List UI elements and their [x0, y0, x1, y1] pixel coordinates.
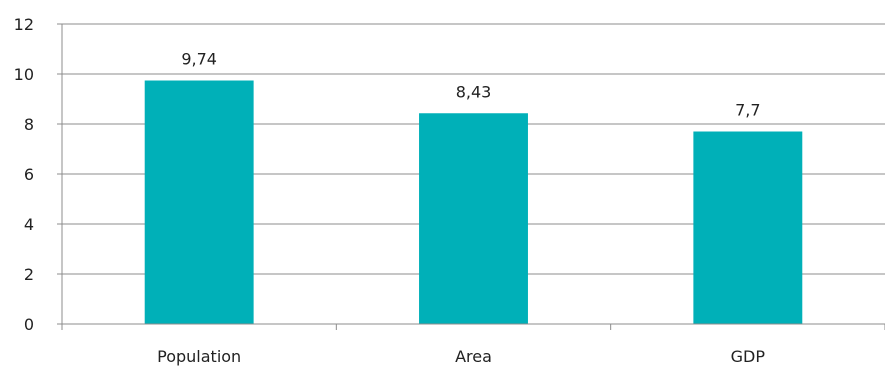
y-tick-labels: 0 2 4 6 8 10 12: [14, 15, 34, 334]
data-labels: 9,74 8,43 7,7: [181, 50, 760, 120]
bars: [144, 80, 803, 324]
data-label: 7,7: [735, 101, 760, 120]
y-tick-label: 2: [24, 265, 34, 284]
y-tick-label: 8: [24, 115, 34, 134]
data-label: 9,74: [181, 50, 217, 69]
axes: [57, 23, 885, 330]
y-tick-label: 6: [24, 165, 34, 184]
x-tick-labels: Population Area GDP: [157, 347, 765, 366]
y-tick-label: 0: [24, 315, 34, 334]
x-tick-label: Area: [455, 347, 492, 366]
bar-population: [144, 80, 254, 324]
y-tick-label: 10: [14, 65, 34, 84]
y-tick-label: 4: [24, 215, 34, 234]
bar-gdp: [693, 131, 803, 324]
y-tick-label: 12: [14, 15, 34, 34]
x-tick-label: Population: [157, 347, 241, 366]
data-label: 8,43: [456, 82, 492, 101]
bar-area: [419, 113, 528, 324]
x-tick-label: GDP: [731, 347, 766, 366]
